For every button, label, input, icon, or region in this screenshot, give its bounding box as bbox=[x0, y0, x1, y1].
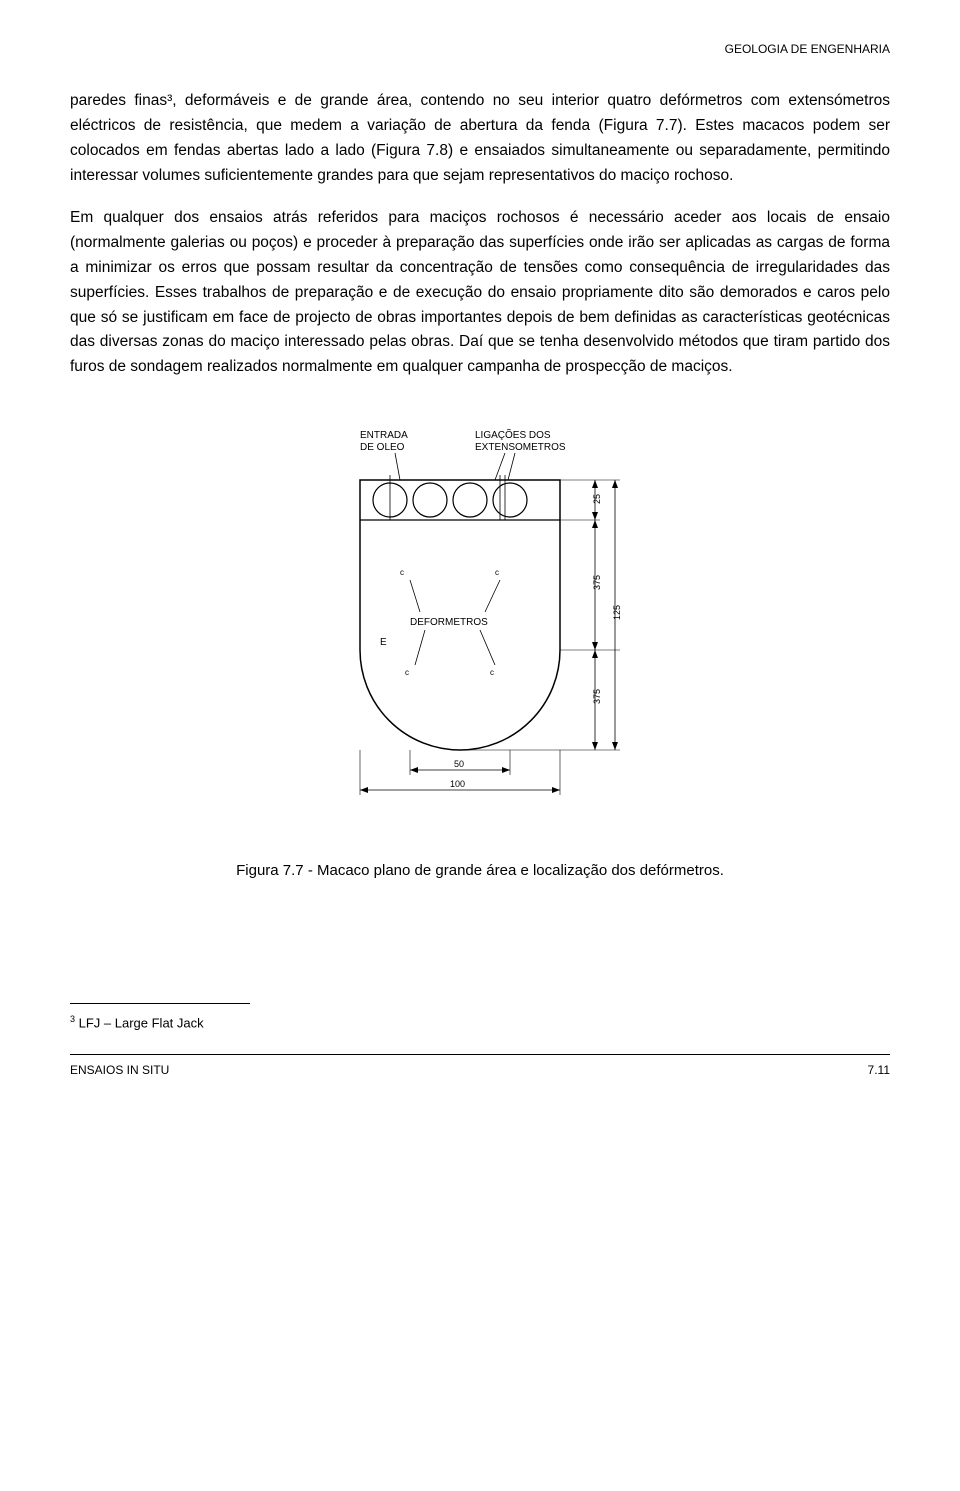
label-ligacoes: LIGAÇÕES DOS bbox=[475, 428, 551, 441]
page-footer: ENSAIOS IN SITU 7.11 bbox=[70, 1061, 890, 1080]
dim-25: 25 bbox=[592, 494, 602, 504]
dim-125: 125 bbox=[612, 605, 622, 620]
footer-left: ENSAIOS IN SITU bbox=[70, 1061, 169, 1080]
figure-7-7: ENTRADA DE OLEO LIGAÇÕES DOS EXTENSOMETR… bbox=[70, 420, 890, 829]
footnote-3: 3 LFJ – Large Flat Jack bbox=[70, 1012, 890, 1034]
footer-rule bbox=[70, 1054, 890, 1055]
paragraph-1: paredes finas³, deformáveis e de grande … bbox=[70, 89, 890, 188]
figure-caption: Figura 7.7 - Macaco plano de grande área… bbox=[70, 859, 890, 883]
label-de-oleo: DE OLEO bbox=[360, 442, 405, 453]
svg-text:c: c bbox=[400, 568, 404, 577]
paragraph-2: Em qualquer dos ensaios atrás referidos … bbox=[70, 206, 890, 380]
page-header: GEOLOGIA DE ENGENHARIA bbox=[70, 40, 890, 59]
label-e: E bbox=[380, 637, 387, 648]
svg-text:c: c bbox=[405, 668, 409, 677]
footnote-rule bbox=[70, 1003, 250, 1004]
label-extensometros: EXTENSOMETROS bbox=[475, 442, 566, 453]
dim-375a: 375 bbox=[592, 575, 602, 590]
label-deformetros: DEFORMETROS bbox=[410, 617, 488, 628]
label-entrada: ENTRADA bbox=[360, 430, 408, 441]
footnote-text: LFJ – Large Flat Jack bbox=[75, 1015, 204, 1030]
dim-100: 100 bbox=[450, 779, 465, 789]
flat-jack-diagram: ENTRADA DE OLEO LIGAÇÕES DOS EXTENSOMETR… bbox=[300, 420, 660, 820]
dim-50: 50 bbox=[454, 759, 464, 769]
svg-text:c: c bbox=[495, 568, 499, 577]
dim-375b: 375 bbox=[592, 689, 602, 704]
svg-text:c: c bbox=[490, 668, 494, 677]
footer-right: 7.11 bbox=[868, 1061, 890, 1080]
